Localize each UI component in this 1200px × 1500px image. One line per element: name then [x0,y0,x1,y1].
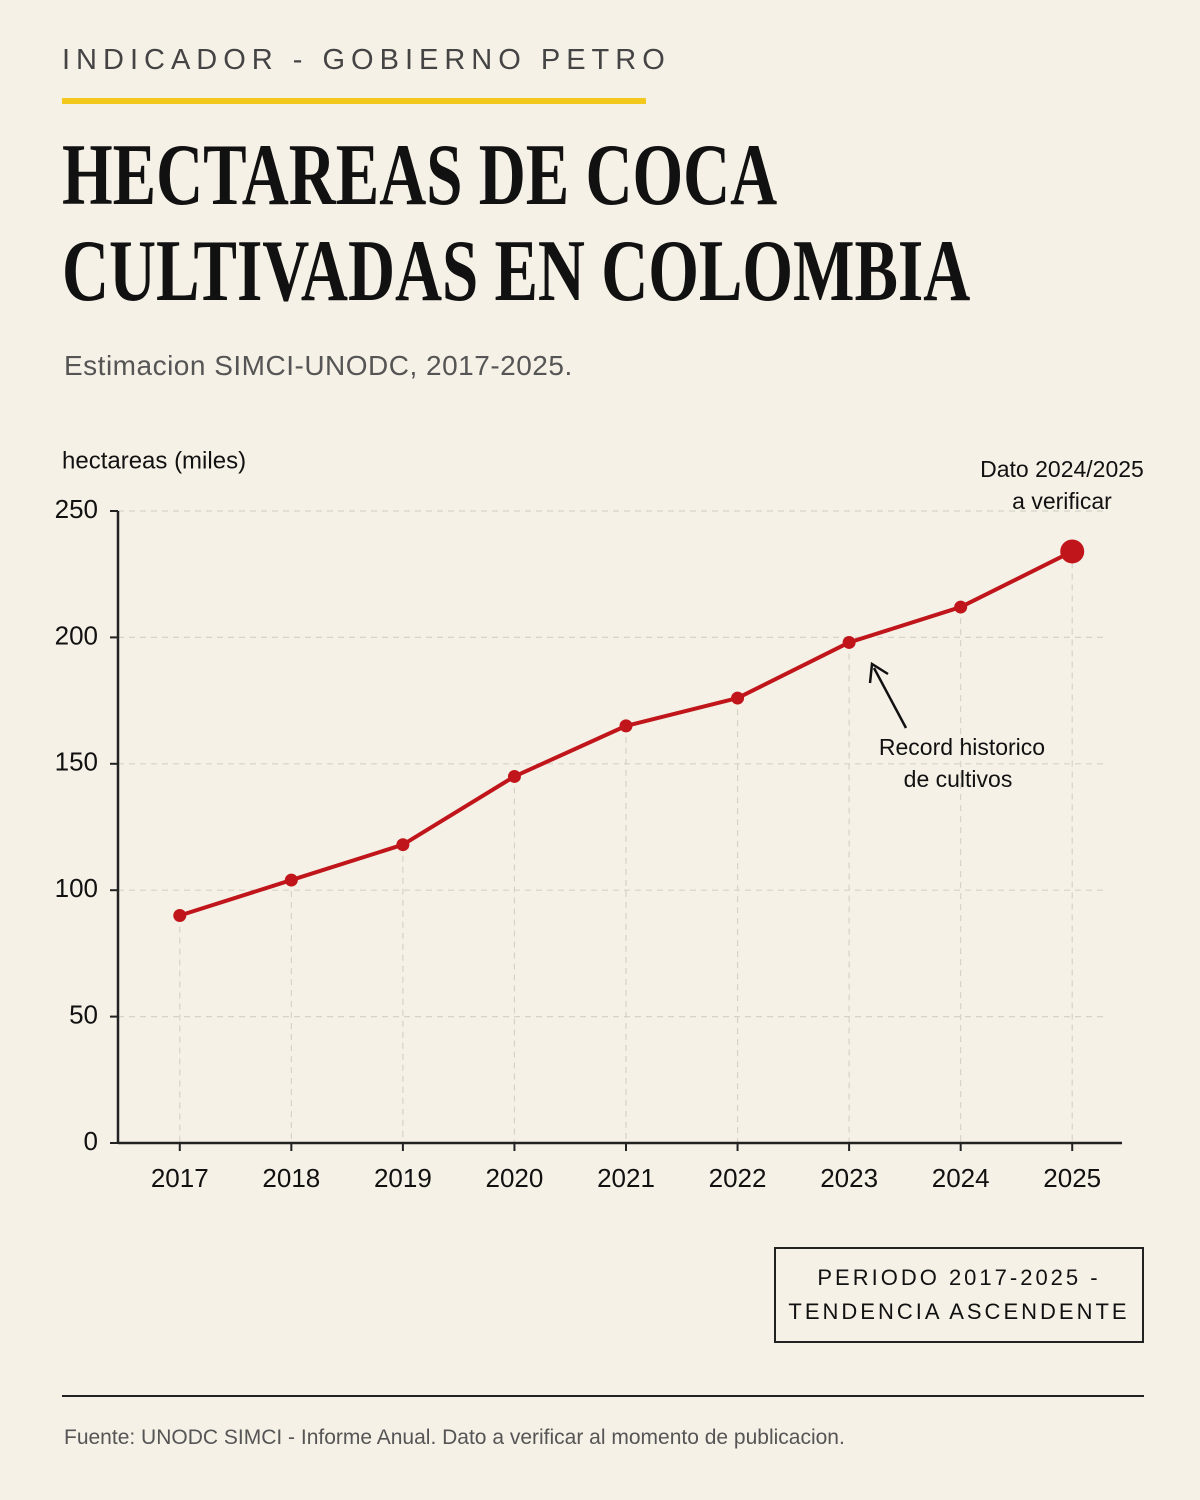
annotation: Record historico [879,734,1045,760]
point [396,838,410,852]
badge-line: PERIODO 2017-2025 - [817,1265,1101,1290]
point [954,600,968,614]
badge-line: TENDENCIA ASCENDENTE [788,1299,1130,1324]
annotation: Dato 2024/2025 [980,456,1144,482]
y-tick-label: 50 [69,999,98,1029]
point [731,691,745,705]
chart-title: HECTAREAS DE COCA CULTIVADAS EN COLOMBIA [62,127,971,320]
x-tick-label: 2025 [1043,1163,1101,1193]
point [173,908,187,922]
y-tick-label: 150 [55,747,98,777]
x-tick-label: 2018 [262,1163,320,1193]
x-tick-label: 2020 [486,1163,544,1193]
badge: PERIODO 2017-2025 - TENDENCIA ASCENDENTE [774,1247,1144,1343]
point [1060,539,1085,564]
annotation-arrowhead [868,661,889,684]
x-tick-label: 2017 [151,1163,209,1193]
x-tick-label: 2021 [597,1163,655,1193]
y-tick-label: 250 [55,494,98,524]
chart-subtitle: Estimacion SIMCI-UNODC, 2017-2025. [64,350,573,381]
point [619,719,633,733]
annotation-arrow [872,667,908,729]
accent-rule [62,98,646,104]
chart: hectareas (miles) 0 50 100 150 200 250 2017 201… [55,447,1144,1193]
y-axis-label: hectareas (miles) [62,447,246,474]
x-tick-label: 2023 [820,1163,878,1193]
footer-rule [62,1395,1144,1397]
annotation: a verificar [1012,488,1112,514]
y-tick-label: 100 [55,873,98,903]
y-tick-label: 200 [55,620,98,650]
x-tick-label: 2024 [932,1163,990,1193]
kicker: INDICADOR - GOBIERNO PETRO [62,44,671,76]
x-tick-label: 2019 [374,1163,432,1193]
point [842,635,856,649]
x-tick-label: 2022 [709,1163,767,1193]
y-tick-label: 0 [84,1126,98,1156]
source: Fuente: UNODC SIMCI - Informe Anual. Dat… [64,1426,845,1449]
point [284,873,298,887]
point [507,769,521,783]
annotation: de cultivos [904,766,1013,792]
